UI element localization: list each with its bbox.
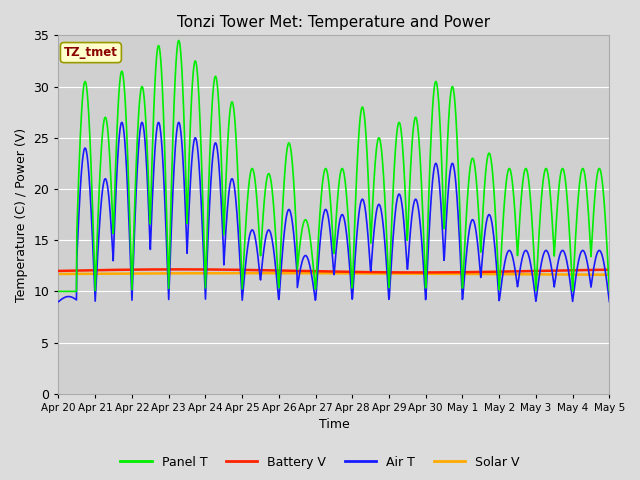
X-axis label: Time: Time bbox=[319, 419, 349, 432]
Text: TZ_tmet: TZ_tmet bbox=[64, 46, 118, 59]
Title: Tonzi Tower Met: Temperature and Power: Tonzi Tower Met: Temperature and Power bbox=[177, 15, 490, 30]
Legend: Panel T, Battery V, Air T, Solar V: Panel T, Battery V, Air T, Solar V bbox=[115, 451, 525, 474]
Y-axis label: Temperature (C) / Power (V): Temperature (C) / Power (V) bbox=[15, 128, 28, 301]
